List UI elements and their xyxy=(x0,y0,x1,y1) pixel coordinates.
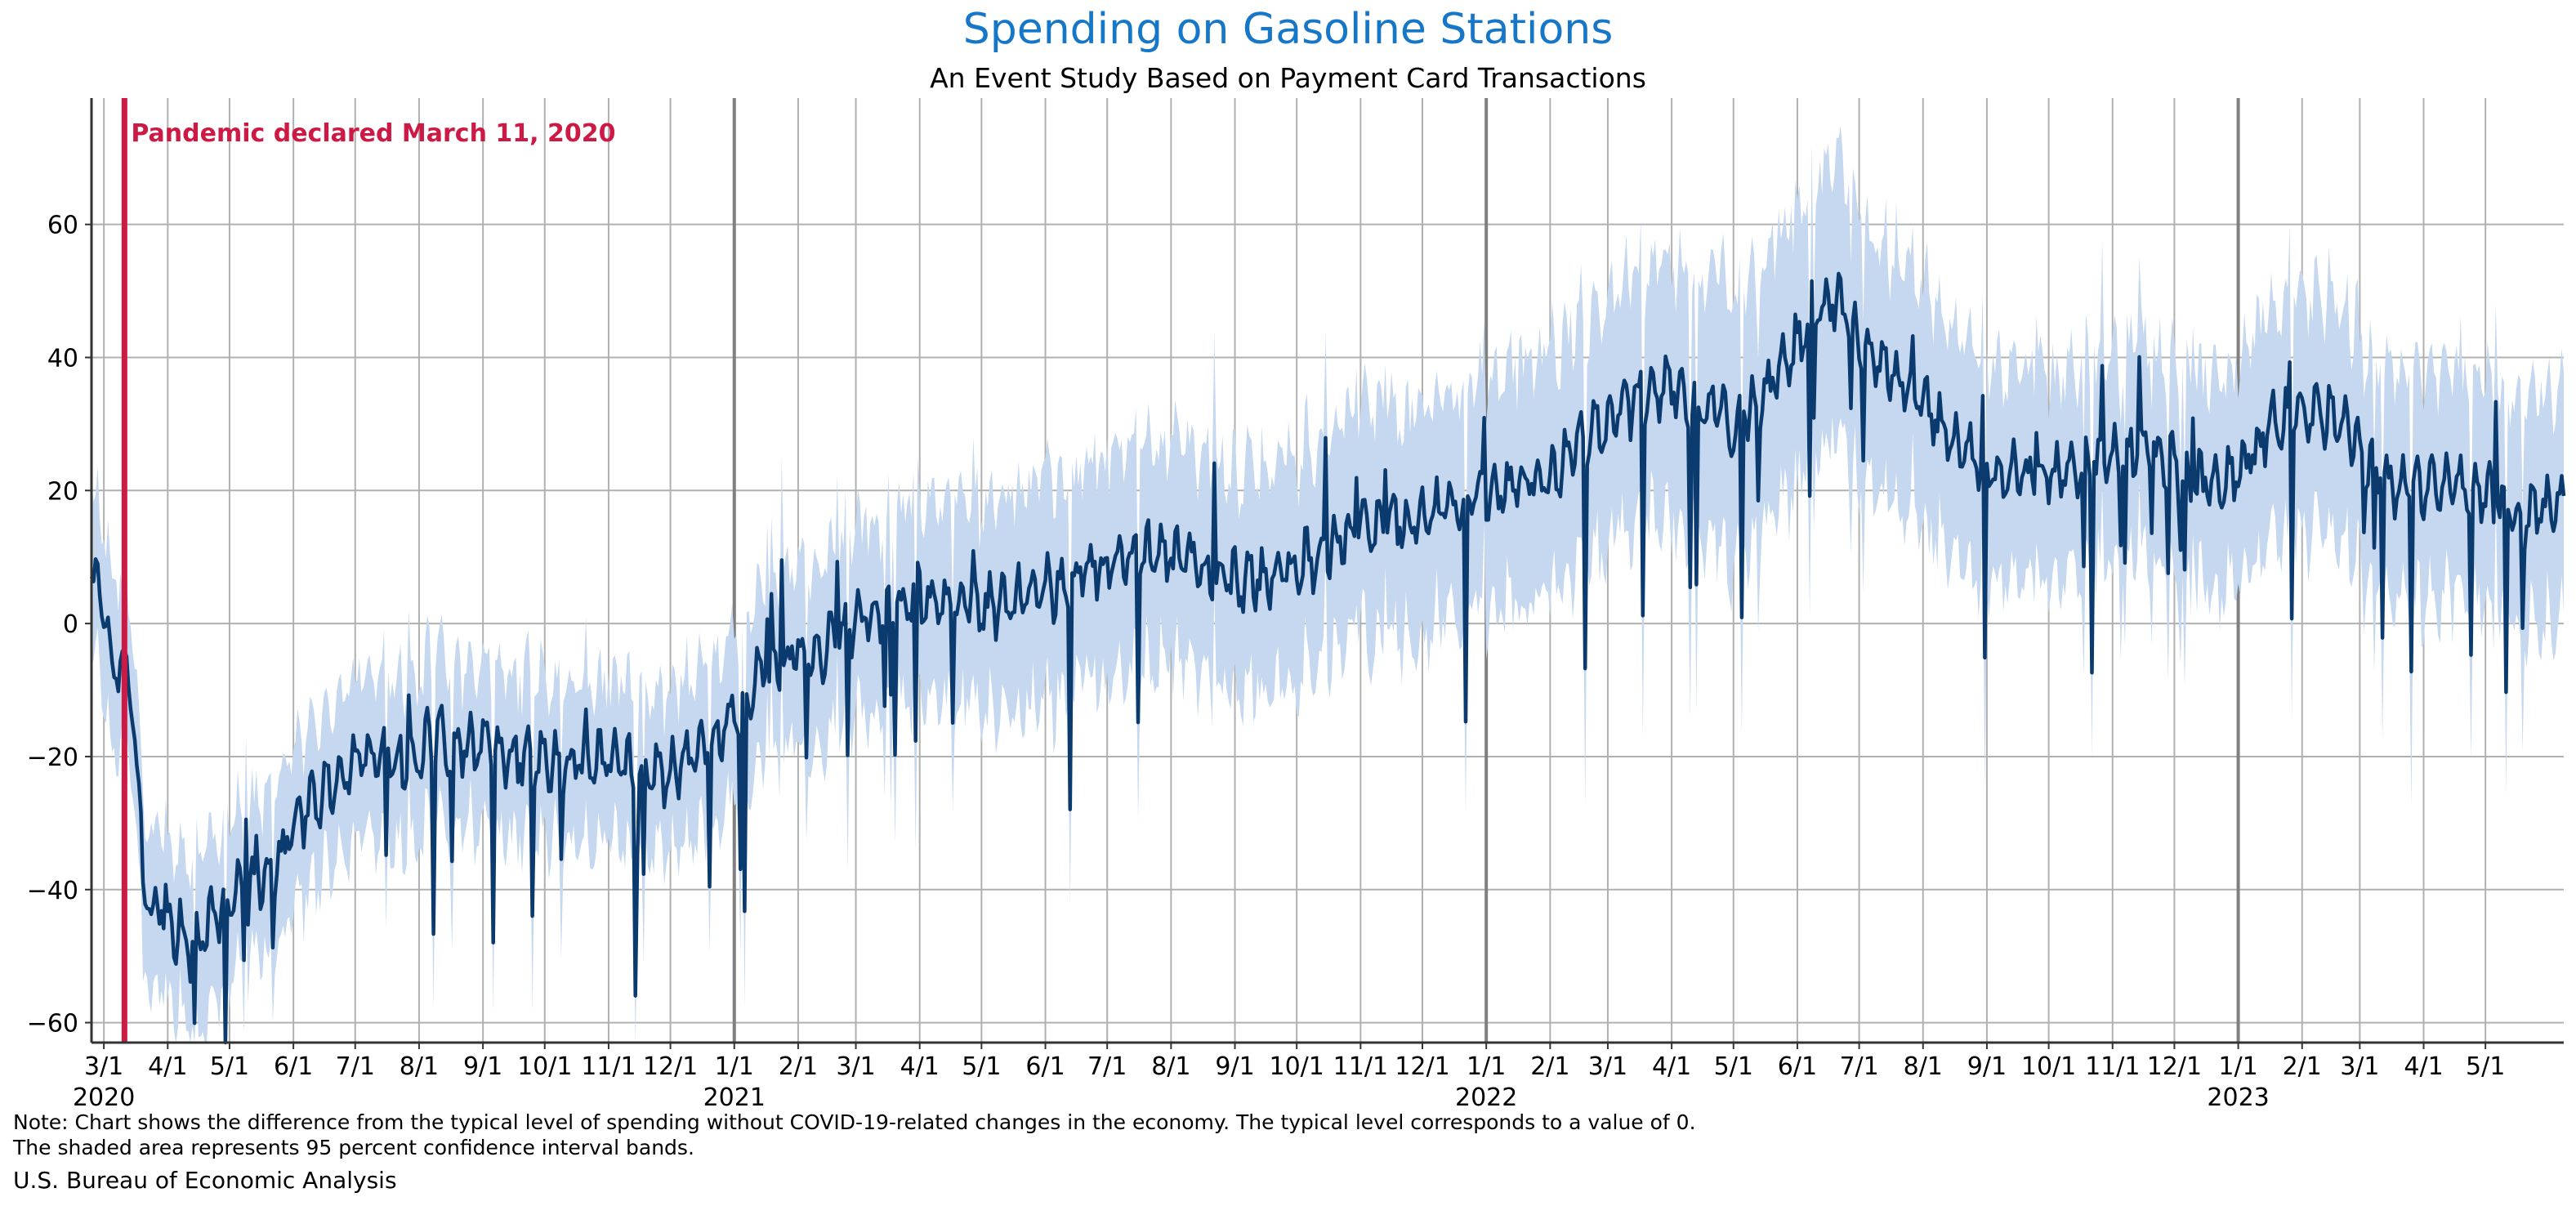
x-tick-label: 4/1 xyxy=(900,1052,940,1081)
source-credit: U.S. Bureau of Economic Analysis xyxy=(13,1167,397,1194)
x-tick-label: 3/1 xyxy=(836,1052,875,1081)
x-tick-label: 11/1 xyxy=(581,1052,636,1081)
x-tick-label: 12/1 xyxy=(643,1052,698,1081)
x-tick-label: 2/1 xyxy=(2283,1052,2322,1081)
x-tick-label: 1/1 xyxy=(2218,1052,2257,1081)
confidence-band-group xyxy=(92,125,2564,1043)
x-tick-label: 7/1 xyxy=(1087,1052,1127,1081)
y-tick-label: 20 xyxy=(47,477,78,506)
x-tick-label: 8/1 xyxy=(400,1052,439,1081)
x-tick-label: 9/1 xyxy=(1967,1052,2007,1081)
x-tick-label: 12/1 xyxy=(1395,1052,1449,1081)
tick-labels-group: −60 −40 −20 0 20 40 60 3/1 4/1 5/1 6/1 7/1 8/1 9/1 10/… xyxy=(27,212,2506,1112)
x-year-label: 2021 xyxy=(703,1083,766,1112)
y-tick-label: 40 xyxy=(47,344,78,373)
series-line-group xyxy=(89,271,2566,1045)
x-tick-label: 2/1 xyxy=(1530,1052,1569,1081)
confidence-band xyxy=(92,125,2564,1043)
x-tick-label: 11/1 xyxy=(1333,1052,1388,1081)
x-tick-label: 3/1 xyxy=(2340,1052,2379,1081)
x-tick-label: 5/1 xyxy=(210,1052,249,1081)
x-tick-label: 7/1 xyxy=(336,1052,375,1081)
x-tick-label: 3/1 xyxy=(84,1052,123,1081)
x-tick-label: 10/1 xyxy=(517,1052,572,1081)
x-tick-label: 5/1 xyxy=(2466,1052,2505,1081)
x-tick-label: 5/1 xyxy=(962,1052,1001,1081)
footnote-line-2: The shaded area represents 95 percent co… xyxy=(13,1136,694,1159)
x-tick-label: 6/1 xyxy=(1778,1052,1817,1081)
x-tick-label: 7/1 xyxy=(1839,1052,1878,1081)
x-tick-label: 6/1 xyxy=(1025,1052,1065,1081)
y-tick-label: −60 xyxy=(27,1010,78,1038)
footnote-line-1: Note: Chart shows the difference from th… xyxy=(13,1110,1696,1134)
x-tick-label: 6/1 xyxy=(274,1052,313,1081)
x-tick-label: 1/1 xyxy=(1467,1052,1506,1081)
axes-group xyxy=(85,98,2564,1049)
y-tick-label: 0 xyxy=(63,610,78,639)
event-marker-group: Pandemic declared March 11, 2020 xyxy=(121,98,615,1043)
x-tick-label: 10/1 xyxy=(1269,1052,1324,1081)
x-year-label: 2023 xyxy=(2207,1083,2269,1112)
x-tick-label: 4/1 xyxy=(1652,1052,1691,1081)
footnote: Note: Chart shows the difference from th… xyxy=(13,1110,1696,1160)
series-line xyxy=(89,271,2566,1045)
x-tick-label: 4/1 xyxy=(2404,1052,2443,1081)
x-tick-label: 4/1 xyxy=(148,1052,187,1081)
x-year-label: 2020 xyxy=(73,1083,135,1112)
x-tick-label: 8/1 xyxy=(1904,1052,1943,1081)
chart-title: Spending on Gasoline Stations xyxy=(962,5,1614,54)
event-label: Pandemic declared March 11, 2020 xyxy=(131,119,615,148)
x-tick-label: 5/1 xyxy=(1714,1052,1753,1081)
y-tick-label: −20 xyxy=(27,744,78,772)
x-tick-label: 10/1 xyxy=(2021,1052,2076,1081)
chart-subtitle: An Event Study Based on Payment Card Tra… xyxy=(930,62,1646,94)
x-year-label: 2022 xyxy=(1455,1083,1517,1112)
y-tick-label: 60 xyxy=(47,212,78,240)
x-tick-label: 9/1 xyxy=(463,1052,502,1081)
x-tick-label: 9/1 xyxy=(1215,1052,1254,1081)
x-tick-label: 2/1 xyxy=(779,1052,818,1081)
x-tick-label: 3/1 xyxy=(1588,1052,1627,1081)
x-tick-label: 8/1 xyxy=(1151,1052,1190,1081)
y-tick-label: −40 xyxy=(27,877,78,905)
x-tick-label: 11/1 xyxy=(2085,1052,2140,1081)
x-tick-label: 1/1 xyxy=(715,1052,754,1081)
x-tick-label: 12/1 xyxy=(2147,1052,2202,1081)
